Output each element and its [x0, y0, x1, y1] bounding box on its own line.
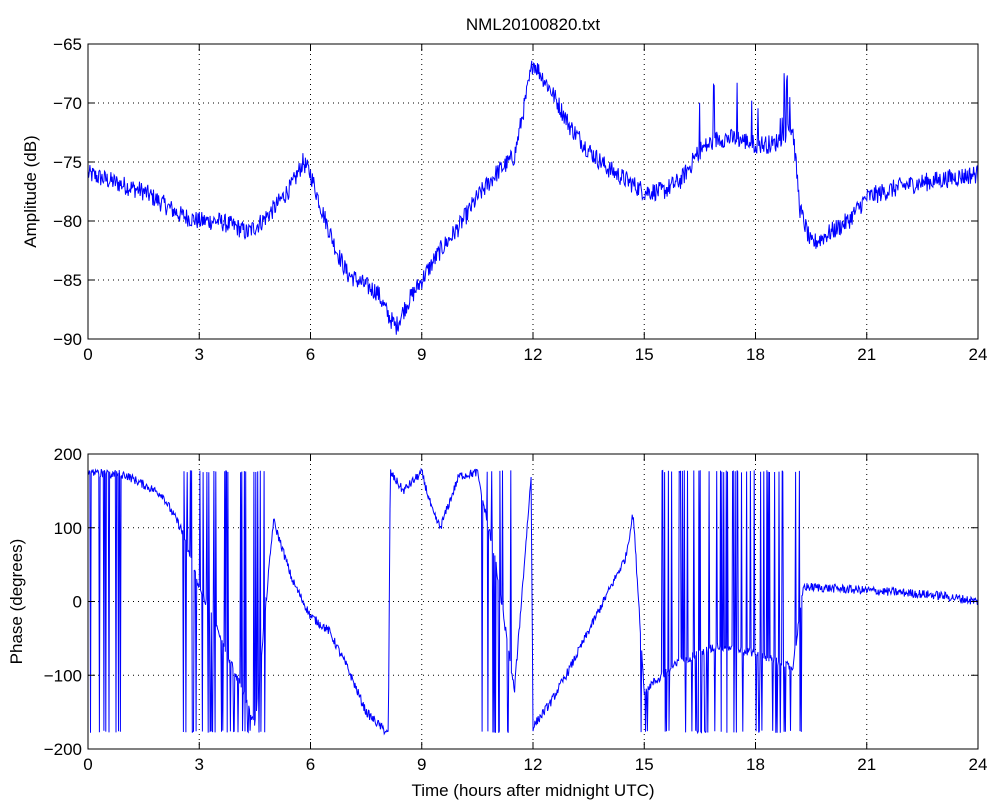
phase-xtick-label: 21 — [857, 755, 876, 774]
phase-xtick-label: 0 — [83, 755, 92, 774]
phase-series-line — [87, 467, 979, 736]
phase-axes: 0 3 6 9 12 15 18 21 24 −200 −100 0 100 200 Time (hours… — [7, 445, 987, 800]
amplitude-ytick-label: −75 — [53, 153, 82, 172]
amplitude-ytick-label: −85 — [53, 271, 82, 290]
amplitude-ytick-label: −80 — [53, 212, 82, 231]
phase-ytick-label: −200 — [44, 740, 82, 759]
phase-xtick-label: 9 — [417, 755, 426, 774]
amplitude-ytick-label: −70 — [53, 94, 82, 113]
phase-xtick-label: 6 — [306, 755, 315, 774]
phase-xtick-label: 15 — [635, 755, 654, 774]
phase-ytick-label: 200 — [54, 445, 82, 464]
phase-xtick-label: 24 — [969, 755, 988, 774]
amplitude-series-line — [87, 60, 979, 335]
phase-xtick-label: 3 — [195, 755, 204, 774]
phase-ytick-label: 0 — [73, 593, 82, 612]
amplitude-y-axis-label: Amplitude (dB) — [21, 135, 40, 247]
amplitude-ytick-label: −90 — [53, 330, 82, 349]
amplitude-xtick-label: 3 — [195, 345, 204, 364]
amplitude-xtick-label: 6 — [306, 345, 315, 364]
phase-x-axis-label: Time (hours after midnight UTC) — [411, 781, 654, 800]
amplitude-xtick-label: 9 — [417, 345, 426, 364]
amplitude-xtick-label: 21 — [857, 345, 876, 364]
amplitude-xtick-label: 24 — [969, 345, 988, 364]
phase-xtick-label: 12 — [524, 755, 543, 774]
amplitude-axes: 0 3 6 9 12 15 18 21 24 −90 −85 −80 −75 −70 −65 NML20100… — [21, 15, 987, 364]
phase-ytick-label: 100 — [54, 519, 82, 538]
phase-y-axis-label: Phase (degrees) — [7, 539, 26, 665]
amplitude-chart-title: NML20100820.txt — [466, 15, 600, 34]
phase-ytick-label: −100 — [44, 666, 82, 685]
phase-xtick-label: 18 — [746, 755, 765, 774]
amplitude-xtick-label: 0 — [83, 345, 92, 364]
amplitude-ytick-label: −65 — [53, 35, 82, 54]
amplitude-xtick-label: 12 — [524, 345, 543, 364]
amplitude-xtick-label: 18 — [746, 345, 765, 364]
amplitude-xtick-label: 15 — [635, 345, 654, 364]
